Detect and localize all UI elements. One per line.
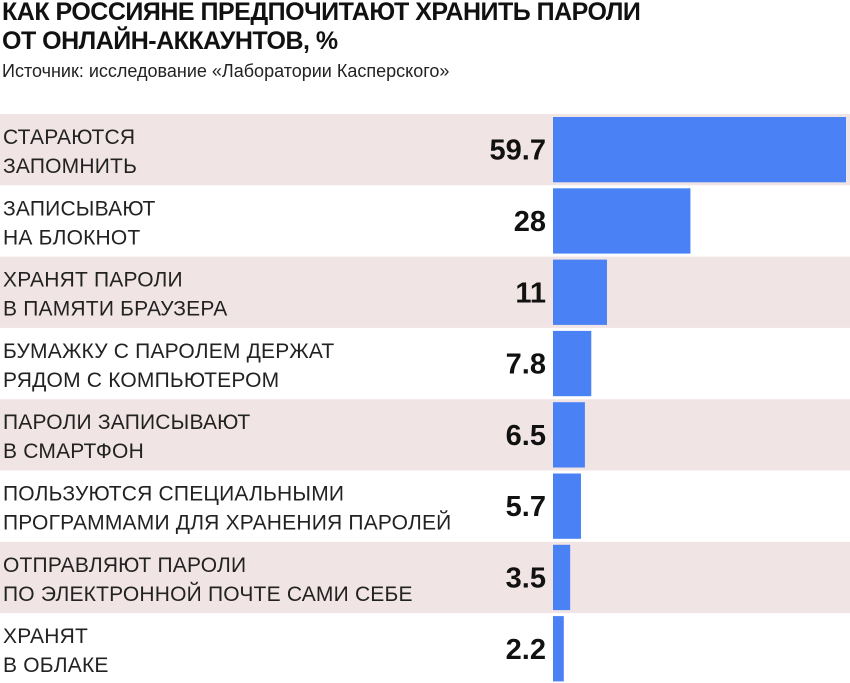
category-label: ПАРОЛИ ЗАПИСЫВАЮТ <box>3 411 250 434</box>
value-label: 5.7 <box>506 491 546 523</box>
value-label: 11 <box>515 277 546 309</box>
category-label: ХРАНЯТ ПАРОЛИ <box>3 269 183 292</box>
category-label: ОТПРАВЛЯЮТ ПАРОЛИ <box>3 554 246 577</box>
category-label: ЗАПИСЫВАЮТ <box>3 197 156 220</box>
bar <box>553 402 585 468</box>
value-label: 6.5 <box>506 420 546 452</box>
row-stripe <box>0 256 850 328</box>
value-label: 2.2 <box>506 634 546 666</box>
row-stripe <box>0 399 850 471</box>
bar <box>553 259 607 325</box>
chart-title-line-2: ОТ ОНЛАЙН-АККАУНТОВ, % <box>2 27 338 55</box>
bar <box>553 188 691 254</box>
chart-title-line-1: КАК РОССИЯНЕ ПРЕДПОЧИТАЮТ ХРАНИТЬ ПАРОЛИ <box>2 0 641 26</box>
value-label: 59.7 <box>490 135 546 167</box>
value-label: 7.8 <box>506 349 546 381</box>
category-label: РЯДОМ С КОМПЬЮТЕРОМ <box>3 369 279 392</box>
category-label: ЗАПОМНИТЬ <box>3 155 137 178</box>
category-label: ХРАНЯТ <box>3 625 88 648</box>
category-label: В СМАРТФОН <box>3 440 144 463</box>
chart-title: КАК РОССИЯНЕ ПРЕДПОЧИТАЮТ ХРАНИТЬ ПАРОЛИ… <box>2 0 842 56</box>
category-label: В ОБЛАКЕ <box>3 654 109 677</box>
category-label: НА БЛОКНОТ <box>3 226 140 249</box>
bar <box>553 330 592 397</box>
bar <box>553 117 846 183</box>
row-stripe <box>0 541 850 614</box>
category-label: ПО ЭЛЕКТРОННОЙ ПОЧТЕ САМИ СЕБЕ <box>3 582 413 606</box>
category-label: ПРОГРАММАМИ ДЛЯ ХРАНЕНИЯ ПАРОЛЕЙ <box>3 511 451 535</box>
category-label: СТАРАЮТСЯ <box>3 126 135 149</box>
chart-source: Источник: исследование «Лаборатории Касп… <box>2 61 450 81</box>
bar <box>553 473 581 539</box>
category-label: ПОЛЬЗУЮТСЯ СПЕЦИАЛЬНЫМИ <box>3 483 344 506</box>
bar <box>553 544 571 611</box>
category-label: В ПАМЯТИ БРАУЗЕРА <box>3 298 227 321</box>
value-label: 28 <box>514 206 546 238</box>
bar <box>553 616 564 682</box>
category-label: БУМАЖКУ С ПАРОЛЕМ ДЕРЖАТ <box>3 340 334 363</box>
value-label: 3.5 <box>506 562 546 594</box>
